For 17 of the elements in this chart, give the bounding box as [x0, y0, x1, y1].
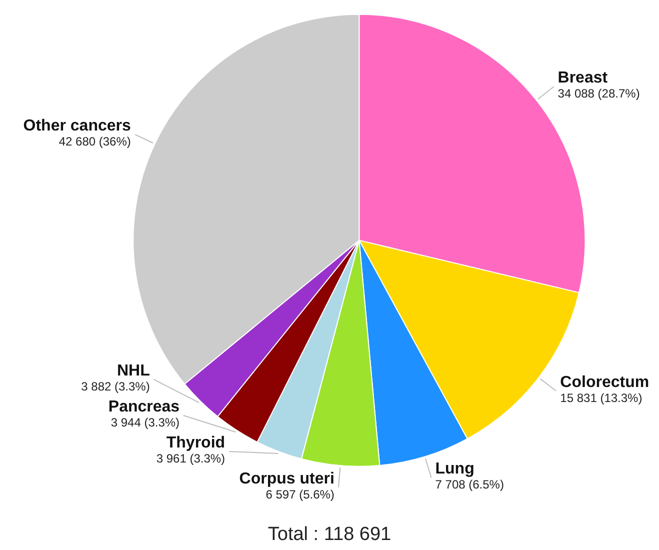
data-label: 42 680 (36%): [58, 134, 131, 148]
data-label: 15 831 (13.3%): [560, 390, 642, 405]
data-label: 3 882 (3.3%): [81, 379, 150, 394]
slice-label: Other cancers: [23, 117, 131, 134]
slice-label: Lung: [435, 460, 474, 478]
slice-label: Pancreas: [108, 398, 180, 416]
data-label: 3 961 (3.3%): [156, 451, 226, 466]
data-label: 3 944 (3.3%): [110, 415, 180, 430]
data-label: 6 597 (5.6%): [266, 487, 334, 502]
slice-label: Breast: [558, 70, 608, 87]
slice-label: Thyroid: [166, 434, 226, 452]
slice-label: Corpus uteri: [239, 470, 334, 488]
text: Total : 118 691: [268, 524, 392, 545]
slice-label: Colorectum: [560, 374, 650, 391]
slice-label: NHL: [116, 362, 150, 380]
data-label: 34 088 (28.7%): [558, 86, 640, 101]
data-label: 7 708 (6.5%): [435, 478, 504, 492]
